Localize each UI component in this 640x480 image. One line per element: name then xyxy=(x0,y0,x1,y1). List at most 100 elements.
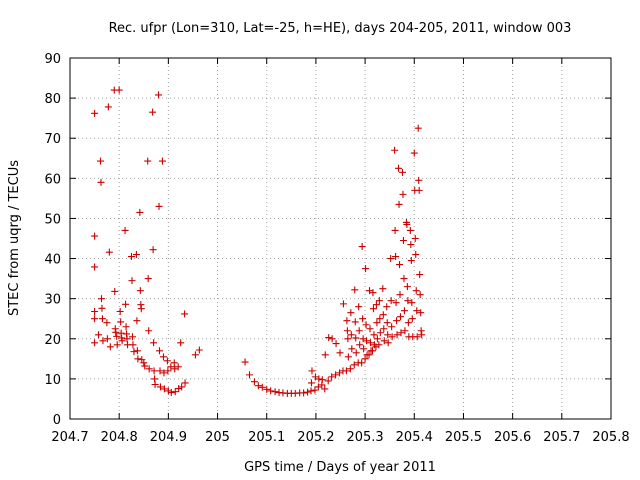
data-point xyxy=(373,319,381,327)
data-point xyxy=(311,386,319,394)
data-point xyxy=(181,379,189,387)
data-point xyxy=(376,329,384,337)
data-point xyxy=(403,283,411,291)
data-point xyxy=(178,383,186,391)
data-point xyxy=(352,334,360,342)
data-point xyxy=(91,339,99,347)
data-point xyxy=(351,318,359,326)
data-point xyxy=(98,304,106,312)
data-point xyxy=(145,365,153,373)
data-point xyxy=(156,347,164,355)
data-point xyxy=(415,186,423,194)
data-point xyxy=(258,383,266,391)
data-point xyxy=(375,297,383,305)
data-point xyxy=(352,349,360,357)
data-point xyxy=(104,103,112,111)
data-point xyxy=(383,303,391,311)
data-point xyxy=(106,343,114,351)
data-point xyxy=(263,385,271,393)
data-point xyxy=(418,331,426,339)
data-point xyxy=(122,323,130,331)
data-point xyxy=(365,351,373,359)
data-point xyxy=(149,108,157,116)
data-point xyxy=(133,347,141,355)
y-tick-label: 10 xyxy=(44,373,61,388)
data-point xyxy=(358,359,366,367)
data-point xyxy=(324,377,332,385)
data-point xyxy=(416,291,424,299)
x-tick-label: 204.8 xyxy=(101,430,138,445)
data-point xyxy=(410,149,418,157)
data-point xyxy=(369,289,377,297)
data-point xyxy=(133,317,141,325)
data-point xyxy=(408,299,416,307)
data-point xyxy=(175,385,183,393)
data-point xyxy=(321,385,329,393)
y-axis-label: STEC from uqrg / TECUs xyxy=(7,160,22,316)
data-point xyxy=(113,332,121,340)
data-point xyxy=(413,307,421,315)
data-point xyxy=(407,257,415,265)
data-point xyxy=(315,375,323,383)
data-point xyxy=(134,355,142,363)
data-point xyxy=(250,378,258,386)
data-point xyxy=(358,243,366,251)
data-point xyxy=(91,109,99,117)
data-point xyxy=(414,124,422,132)
data-point xyxy=(241,358,249,366)
data-point xyxy=(128,277,136,285)
x-tick-label: 204.9 xyxy=(150,430,187,445)
x-tick-label: 205 xyxy=(205,430,230,445)
data-point xyxy=(396,291,404,299)
data-point xyxy=(156,367,164,375)
data-point xyxy=(112,328,120,336)
data-point xyxy=(387,297,395,305)
data-point xyxy=(95,331,103,339)
data-point xyxy=(195,346,203,354)
data-point xyxy=(369,305,377,313)
data-point xyxy=(399,190,407,198)
data-point xyxy=(397,329,405,337)
data-point xyxy=(113,341,121,349)
data-point xyxy=(177,339,185,347)
data-point xyxy=(395,200,403,208)
data-point xyxy=(137,305,145,313)
data-point xyxy=(91,315,99,323)
data-point xyxy=(383,319,391,327)
data-point xyxy=(376,315,384,323)
data-point xyxy=(343,327,351,335)
data-point xyxy=(164,367,172,375)
data-point xyxy=(361,355,369,363)
data-point xyxy=(339,300,347,308)
y-tick-label: 30 xyxy=(44,293,61,308)
data-point xyxy=(129,341,137,349)
data-point xyxy=(155,202,163,210)
data-point xyxy=(271,388,279,396)
plot-frame xyxy=(69,57,612,420)
data-point xyxy=(350,361,358,369)
data-point xyxy=(348,345,356,353)
data-point xyxy=(121,226,129,234)
data-point xyxy=(171,388,179,396)
data-point xyxy=(118,337,126,345)
data-point xyxy=(140,359,148,367)
data-point xyxy=(321,351,329,359)
data-point xyxy=(395,164,403,172)
y-tick-label: 50 xyxy=(44,212,61,227)
data-point xyxy=(318,376,326,384)
data-point xyxy=(397,313,405,321)
data-point xyxy=(412,251,420,259)
data-point xyxy=(375,341,383,349)
data-point xyxy=(363,337,371,345)
data-point xyxy=(167,389,175,397)
data-point xyxy=(400,307,408,315)
data-point xyxy=(384,331,392,339)
data-point xyxy=(388,333,396,341)
data-point xyxy=(307,379,315,387)
data-point xyxy=(111,287,119,295)
data-point xyxy=(344,353,352,361)
data-point xyxy=(191,351,199,359)
data-point xyxy=(91,232,99,240)
y-tick-label: 20 xyxy=(44,333,61,348)
